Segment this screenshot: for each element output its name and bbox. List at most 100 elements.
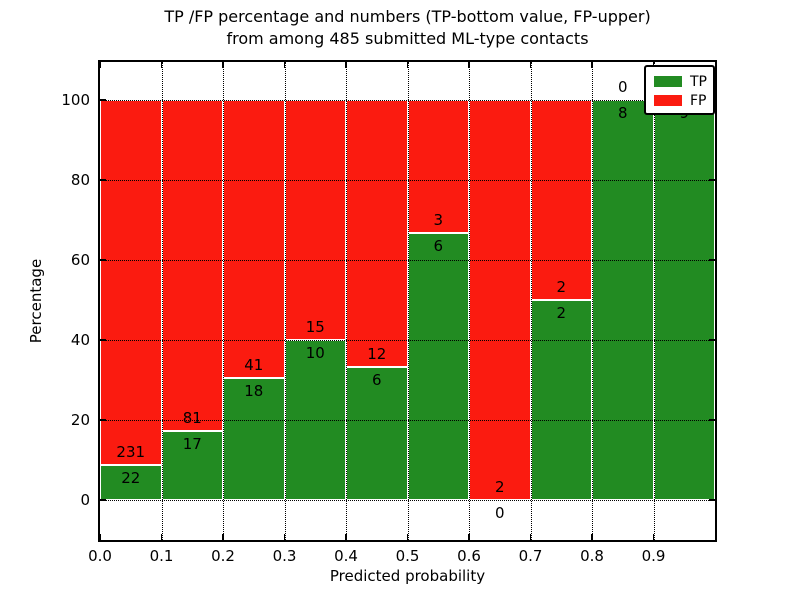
bar-count-label-tp: 6 [433,237,444,256]
bar-segment-tp [530,300,592,500]
y-tick-mark [709,339,715,341]
bar-segment-fp [469,100,531,500]
x-tick-mark [468,62,470,68]
y-axis-label: Percentage [27,258,45,344]
x-tick-label: 0.4 [334,547,358,565]
x-tick-mark [468,534,470,540]
gridline-vertical [653,62,655,540]
bar-segment-tp [100,465,162,500]
y-tick-mark [100,179,106,181]
bar-count-label-fp: 2 [494,478,505,496]
bar-count-label-fp: 0 [617,78,628,96]
x-tick-mark [99,534,101,540]
x-tick-mark [99,62,101,68]
x-tick-mark [283,62,286,68]
x-tick-label: 0.5 [395,547,420,565]
chart-title: TP /FP percentage and numbers (TP-bottom… [100,6,715,50]
x-tick-label: 0.0 [88,547,112,565]
bar-count-label-tp: 10 [305,344,325,362]
x-tick-label: 0.1 [149,547,174,565]
x-tick-label: 0.3 [272,547,297,565]
bar-count-label-fp: 15 [305,318,325,336]
x-tick-mark [160,534,163,540]
chart-title-line2: from among 485 submitted ML-type contact… [226,29,589,48]
y-tick-label: 40 [70,331,90,349]
x-tick-mark [160,62,163,68]
legend-swatch-tp-icon [654,76,682,87]
bar-count-label-tp: 2 [556,304,567,322]
gridline-vertical [592,62,593,540]
x-tick-mark [345,534,347,540]
gridline-vertical [223,62,224,540]
x-tick-mark [652,534,655,540]
bar-count-label-fp: 41 [244,355,264,374]
y-tick-mark [709,499,715,501]
x-tick-mark [529,62,532,68]
bar-segment-tp [407,233,469,500]
chart-title-line1: TP /FP percentage and numbers (TP-bottom… [164,7,651,26]
legend-swatch-fp-icon [654,95,682,106]
x-tick-mark [283,534,286,540]
gridline-vertical [284,62,286,540]
legend-label-fp: FP [690,92,707,109]
y-tick-mark [100,499,106,501]
gridline-vertical [346,62,347,540]
gridline-vertical [407,62,409,540]
x-tick-mark [406,62,409,68]
bar-segment-fp [161,100,223,431]
bar-segment-fp [100,100,162,466]
x-tick-mark [529,534,532,540]
x-tick-mark [406,534,409,540]
bar-count-label-tp: 17 [182,434,202,453]
y-tick-label: 0 [80,491,90,509]
bar-count-label-tp: 18 [244,381,264,400]
y-tick-mark [100,99,106,101]
legend-label-tp: TP [690,73,707,90]
bar-segment-tp [592,100,654,500]
x-tick-mark [591,62,593,68]
bar-count-label-fp: 2 [556,278,567,296]
y-tick-label: 80 [70,171,90,189]
x-tick-mark [345,62,347,68]
x-tick-mark [591,534,593,540]
bar-count-label-tp: 0 [494,504,505,522]
bar-segment-tp [653,100,715,500]
y-tick-label: 100 [61,91,90,109]
bar-segment-fp [407,100,469,234]
x-tick-label: 0.2 [211,547,235,565]
legend: TP FP [644,65,715,115]
x-tick-label: 0.9 [641,547,666,565]
y-tick-mark [709,179,715,181]
legend-item-fp: FP [654,91,713,110]
gridline-vertical [469,62,470,540]
plot-area [98,60,717,542]
bar-count-label-fp: 81 [182,408,202,427]
bar-segment-fp [223,100,285,378]
legend-item-tp: TP [654,72,713,91]
y-tick-label: 20 [70,411,90,429]
x-axis-label: Predicted probability [329,567,486,585]
bar-count-label-tp: 22 [121,469,141,488]
x-tick-label: 0.8 [580,547,604,565]
bar-count-label-fp: 12 [367,344,387,363]
gridline-vertical [161,62,163,540]
x-tick-label: 0.6 [457,547,481,565]
x-tick-mark [222,534,224,540]
bar-count-label-tp: 6 [371,370,382,389]
y-tick-mark [709,419,715,421]
bar-segment-fp [284,100,346,340]
x-tick-mark [222,62,224,68]
gridline-vertical [530,62,532,540]
bar-count-label-tp: 8 [617,104,628,122]
bar-segment-fp [530,100,592,300]
x-tick-label: 0.7 [518,547,543,565]
y-tick-mark [709,259,715,261]
y-tick-mark [100,259,106,261]
y-tick-mark [100,339,106,341]
y-tick-mark [100,419,106,421]
bar-count-label-fp: 3 [433,211,444,230]
y-tick-label: 60 [70,251,90,269]
bar-count-label-fp: 231 [116,443,146,462]
bar-segment-fp [346,100,408,367]
